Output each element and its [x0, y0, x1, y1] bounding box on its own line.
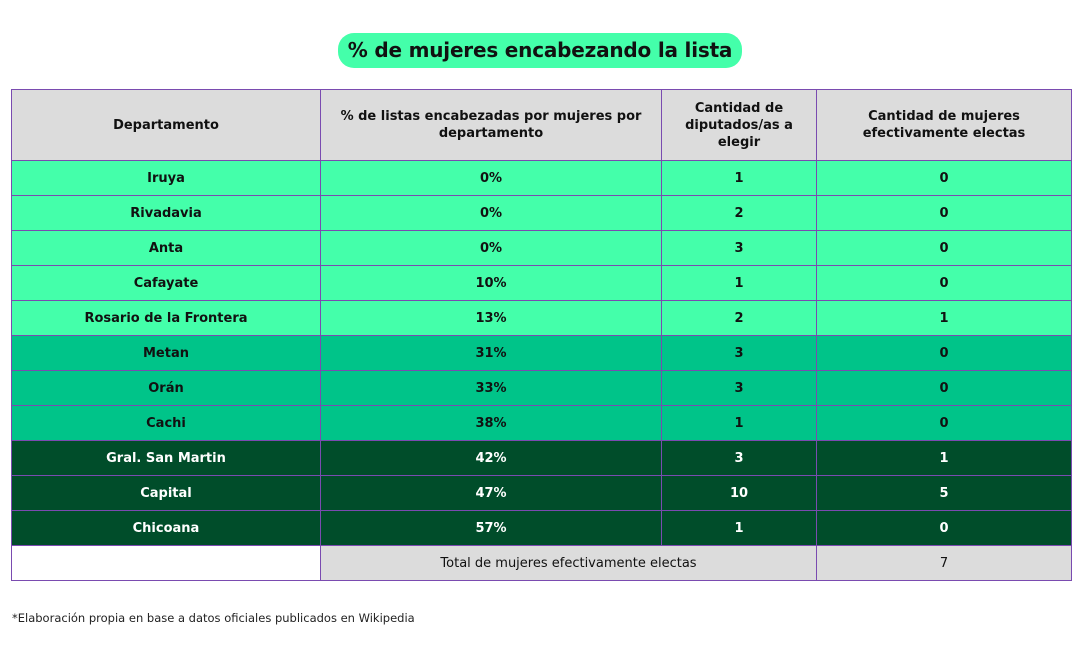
- porcentaje-cell: 13%: [320, 300, 662, 336]
- results-table: Departamento % de listas encabezadas por…: [11, 89, 1072, 581]
- table-row: Orán 33% 3 0: [11, 370, 1072, 406]
- departamento-cell: Chicoana: [11, 510, 321, 546]
- porcentaje-cell: 31%: [320, 335, 662, 371]
- table-row: Gral. San Martin 42% 3 1: [11, 440, 1072, 476]
- electas-cell: 1: [816, 440, 1072, 476]
- footnote: *Elaboración propia en base a datos ofic…: [12, 611, 415, 625]
- diputados-cell: 3: [661, 370, 817, 406]
- table-row: Capital 47% 10 5: [11, 475, 1072, 511]
- total-row: Total de mujeres efectivamente electas 7: [11, 545, 1072, 581]
- electas-cell: 0: [816, 195, 1072, 231]
- table-row: Cachi 38% 1 0: [11, 405, 1072, 441]
- departamento-cell: Anta: [11, 230, 321, 266]
- porcentaje-cell: 57%: [320, 510, 662, 546]
- table-row: Rosario de la Frontera 13% 2 1: [11, 300, 1072, 336]
- diputados-cell: 3: [661, 335, 817, 371]
- departamento-cell: Rosario de la Frontera: [11, 300, 321, 336]
- table-row: Rivadavia 0% 2 0: [11, 195, 1072, 231]
- diputados-cell: 1: [661, 405, 817, 441]
- porcentaje-cell: 38%: [320, 405, 662, 441]
- porcentaje-cell: 10%: [320, 265, 662, 301]
- header-cantidad-diputados: Cantidad de diputados/as a elegir: [661, 89, 817, 161]
- departamento-cell: Cachi: [11, 405, 321, 441]
- porcentaje-cell: 33%: [320, 370, 662, 406]
- electas-cell: 5: [816, 475, 1072, 511]
- departamento-cell: Rivadavia: [11, 195, 321, 231]
- table-row: Metan 31% 3 0: [11, 335, 1072, 371]
- diputados-cell: 2: [661, 300, 817, 336]
- diputados-cell: 1: [661, 265, 817, 301]
- header-mujeres-electas: Cantidad de mujeres efectivamente electa…: [816, 89, 1072, 161]
- total-label: Total de mujeres efectivamente electas: [320, 545, 817, 581]
- diputados-cell: 10: [661, 475, 817, 511]
- title-container: % de mujeres encabezando la lista: [0, 33, 1080, 68]
- diputados-cell: 1: [661, 510, 817, 546]
- table-row: Cafayate 10% 1 0: [11, 265, 1072, 301]
- electas-cell: 0: [816, 405, 1072, 441]
- table-row: Chicoana 57% 1 0: [11, 510, 1072, 546]
- electas-cell: 0: [816, 160, 1072, 196]
- diputados-cell: 2: [661, 195, 817, 231]
- diputados-cell: 3: [661, 440, 817, 476]
- page-title: % de mujeres encabezando la lista: [337, 33, 743, 68]
- table-row: Iruya 0% 1 0: [11, 160, 1072, 196]
- electas-cell: 0: [816, 265, 1072, 301]
- header-departamento: Departamento: [11, 89, 321, 161]
- electas-cell: 0: [816, 230, 1072, 266]
- departamento-cell: Orán: [11, 370, 321, 406]
- electas-cell: 1: [816, 300, 1072, 336]
- porcentaje-cell: 42%: [320, 440, 662, 476]
- total-value: 7: [816, 545, 1072, 581]
- porcentaje-cell: 0%: [320, 230, 662, 266]
- departamento-cell: Cafayate: [11, 265, 321, 301]
- electas-cell: 0: [816, 370, 1072, 406]
- table-row: Anta 0% 3 0: [11, 230, 1072, 266]
- departamento-cell: Iruya: [11, 160, 321, 196]
- electas-cell: 0: [816, 335, 1072, 371]
- porcentaje-cell: 0%: [320, 195, 662, 231]
- table-header-row: Departamento % de listas encabezadas por…: [11, 89, 1072, 161]
- porcentaje-cell: 0%: [320, 160, 662, 196]
- departamento-cell: Capital: [11, 475, 321, 511]
- diputados-cell: 1: [661, 160, 817, 196]
- departamento-cell: Gral. San Martin: [11, 440, 321, 476]
- header-porcentaje-listas: % de listas encabezadas por mujeres por …: [320, 89, 662, 161]
- total-blank-cell: [11, 545, 321, 581]
- diputados-cell: 3: [661, 230, 817, 266]
- electas-cell: 0: [816, 510, 1072, 546]
- porcentaje-cell: 47%: [320, 475, 662, 511]
- departamento-cell: Metan: [11, 335, 321, 371]
